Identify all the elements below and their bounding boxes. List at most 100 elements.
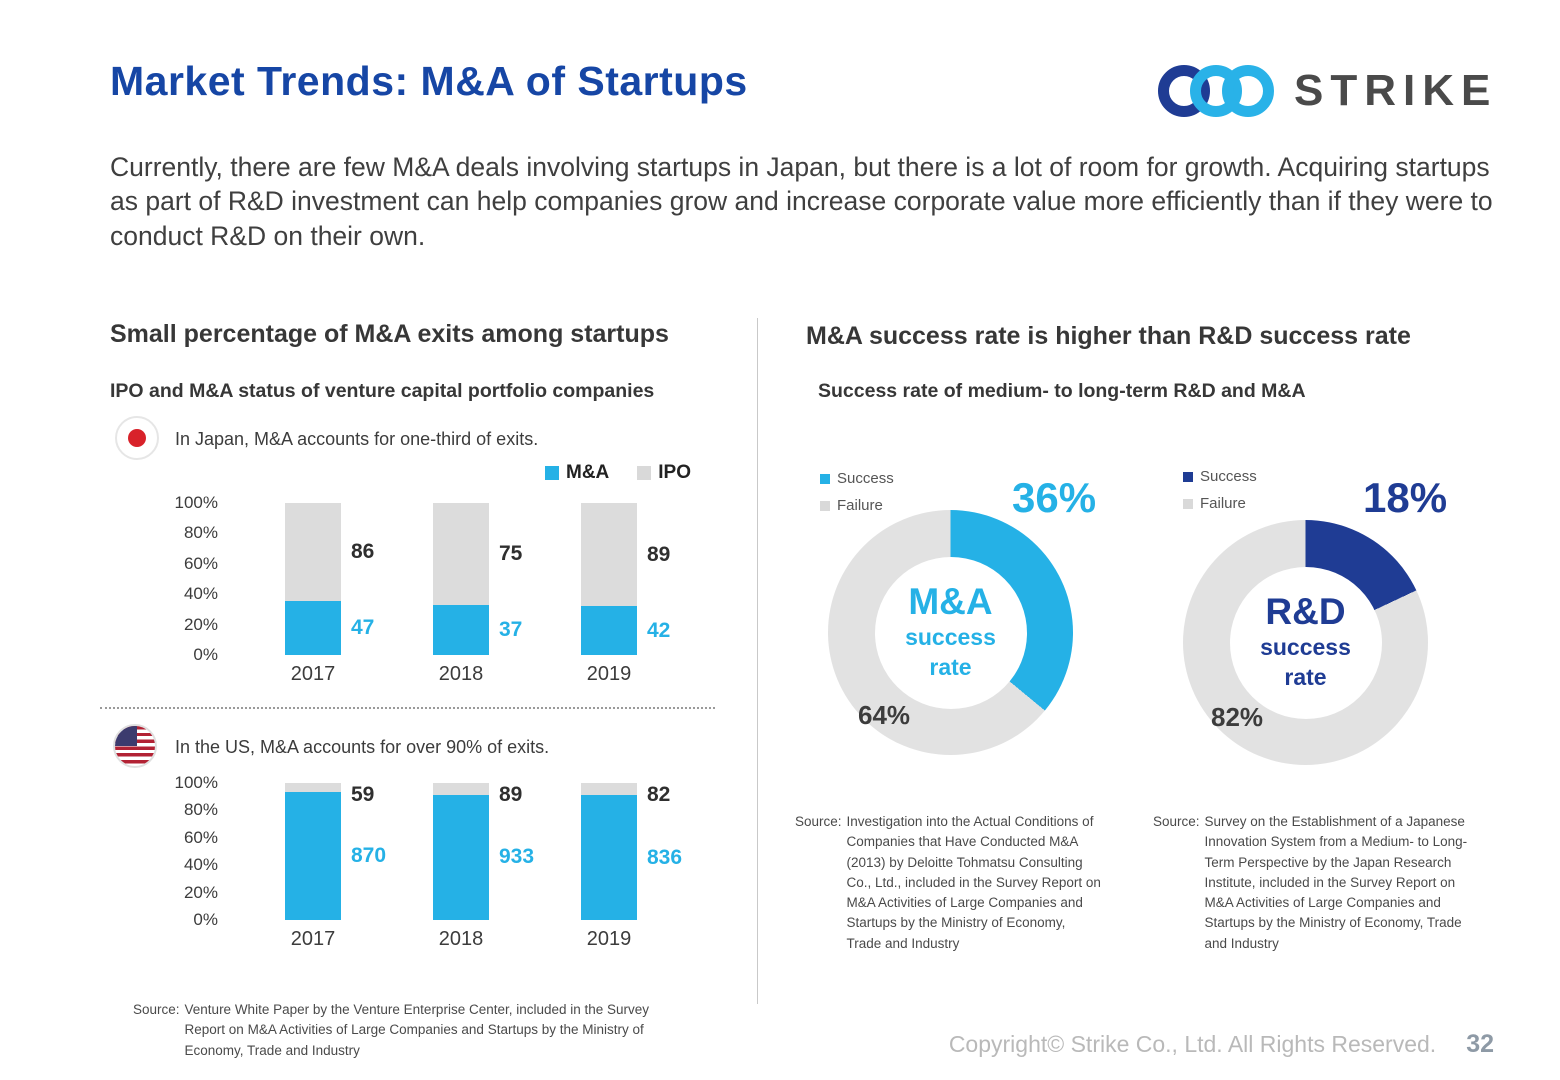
- ipo-bar-segment: [433, 783, 489, 795]
- failure-legend-swatch-icon: [820, 500, 830, 511]
- y-axis-tick: 60%: [183, 553, 218, 573]
- stacked-bar: [285, 503, 341, 655]
- plot-area: 86 47 2017 75 37 2018 89 42 2019: [232, 503, 676, 685]
- legend-item-ma: M&A: [545, 462, 609, 484]
- ma-center-line2: success: [905, 623, 996, 650]
- source-text: Investigation into the Actual Conditions…: [846, 814, 1101, 951]
- ma-value-label: 836: [647, 845, 683, 869]
- success-legend-swatch-icon: [1183, 471, 1193, 482]
- ma-bar-segment: [581, 795, 637, 920]
- ma-donut-source: Source: Investigation into the Actual Co…: [795, 812, 1102, 954]
- ma-failure-percent: 64%: [858, 700, 911, 730]
- footer: Copyright© Strike Co., Ltd. All Rights R…: [949, 1030, 1494, 1059]
- copyright-text: Copyright© Strike Co., Ltd. All Rights R…: [948, 1031, 1437, 1057]
- ipo-bar-segment: [285, 783, 341, 792]
- failure-legend-swatch-icon: [1183, 498, 1193, 509]
- stacked-bar: [581, 783, 637, 920]
- legend-item-success: Success: [820, 470, 894, 487]
- ma-bar-segment: [285, 601, 341, 655]
- us-flag-icon: [113, 724, 157, 768]
- ipo-value-label: 82: [647, 783, 671, 807]
- source-label: Source:: [795, 814, 842, 829]
- stacked-bar: [433, 783, 489, 920]
- ipo-bar-segment: [581, 503, 637, 607]
- rd-donut-center: R&D success rate: [1229, 566, 1382, 719]
- legend-success-label: Success: [837, 470, 894, 487]
- ma-value-label: 37: [499, 617, 523, 641]
- left-section-heading: Small percentage of M&A exits among star…: [110, 320, 669, 348]
- japan-exit-bar-chart: 100% 80% 60% 40% 20% 0% 86 47 2017 75 37 2018 89 42 2…: [152, 493, 697, 685]
- bar-chart-legend: M&A IPO: [545, 462, 691, 484]
- ipo-bar-segment: [285, 503, 341, 602]
- legend-item-failure: Failure: [1183, 495, 1257, 512]
- ma-donut-center: M&A success rate: [874, 556, 1027, 709]
- year-label: 2018: [438, 928, 484, 950]
- ma-donut-chart: M&A success rate: [828, 510, 1073, 755]
- right-section-subheading: Success rate of medium- to long-term R&D…: [818, 380, 1306, 402]
- legend-failure-label: Failure: [837, 497, 883, 514]
- ma-value-label: 870: [351, 843, 387, 867]
- y-axis-tick: 80%: [183, 523, 218, 543]
- ipo-value-label: 89: [647, 542, 671, 566]
- ma-success-percent: 36%: [1012, 474, 1097, 521]
- ipo-bar-segment: [433, 503, 489, 605]
- y-axis-tick: 40%: [183, 584, 218, 604]
- bar-group: 89 42 2019: [528, 503, 676, 685]
- y-axis-tick: 100%: [174, 493, 218, 512]
- y-axis: 100% 80% 60% 40% 20% 0%: [152, 773, 218, 929]
- legend-failure-label: Failure: [1200, 495, 1246, 512]
- stacked-bar: [581, 503, 637, 655]
- year-label: 2019: [586, 928, 632, 950]
- stacked-bar: [285, 783, 341, 920]
- ipo-value-label: 59: [351, 783, 375, 807]
- year-label: 2019: [586, 663, 632, 685]
- ma-value-label: 42: [647, 618, 671, 642]
- y-axis-tick: 60%: [183, 827, 218, 847]
- source-label: Source:: [133, 1002, 180, 1017]
- legend-ma-label: M&A: [566, 462, 610, 483]
- strike-logo: STRIKE: [1158, 62, 1497, 120]
- ma-bar-segment: [285, 791, 341, 920]
- ma-legend-swatch-icon: [545, 466, 559, 480]
- rd-donut-source: Source: Survey on the Establishment of a…: [1153, 812, 1469, 954]
- japan-flag-icon: [115, 416, 159, 460]
- ma-bar-segment: [433, 794, 489, 920]
- legend-item-success: Success: [1183, 468, 1257, 485]
- y-axis-tick: 100%: [174, 773, 218, 792]
- ma-center-line3: rate: [929, 653, 972, 680]
- plot-area: 59 870 2017 89 933 2018 82 836 2019: [232, 783, 682, 950]
- y-axis-tick: 0%: [193, 645, 218, 664]
- year-label: 2017: [290, 928, 336, 950]
- intro-paragraph: Currently, there are few M&A deals invol…: [110, 152, 1493, 251]
- legend-item-ipo: IPO: [637, 462, 691, 484]
- y-axis-tick: 20%: [183, 614, 218, 634]
- legend-item-failure: Failure: [820, 497, 894, 514]
- rd-center-title: R&D: [1265, 591, 1346, 633]
- ipo-value-label: 86: [351, 540, 375, 564]
- rd-center-line3: rate: [1284, 663, 1327, 690]
- left-section-subheading: IPO and M&A status of venture capital po…: [110, 380, 655, 402]
- rd-failure-percent: 82%: [1211, 702, 1264, 732]
- ma-center-title: M&A: [908, 581, 993, 623]
- source-text: Survey on the Establishment of a Japanes…: [1204, 814, 1468, 951]
- page-number: 32: [1466, 1030, 1494, 1058]
- ipo-value-label: 89: [499, 783, 523, 807]
- y-axis-tick: 80%: [183, 800, 218, 820]
- rd-center-line2: success: [1260, 633, 1351, 660]
- ma-bar-segment: [581, 606, 637, 655]
- ring-icon: [1222, 65, 1274, 117]
- us-note: In the US, M&A accounts for over 90% of …: [175, 737, 550, 757]
- dotted-divider: [100, 707, 715, 709]
- rd-donut-legend: Success Failure: [1183, 468, 1257, 522]
- ma-bar-segment: [433, 604, 489, 655]
- strike-rings-icon: [1158, 62, 1278, 120]
- ma-value-label: 933: [499, 845, 535, 869]
- logo-wordmark: STRIKE: [1294, 66, 1498, 115]
- ma-value-label: 47: [351, 616, 375, 640]
- bar-group: 82 836 2019: [528, 783, 682, 950]
- page-title: Market Trends: M&A of Startups: [110, 58, 748, 104]
- ipo-bar-segment: [581, 783, 637, 796]
- y-axis: 100% 80% 60% 40% 20% 0%: [152, 493, 218, 664]
- bar-group: 86 47 2017: [232, 503, 380, 685]
